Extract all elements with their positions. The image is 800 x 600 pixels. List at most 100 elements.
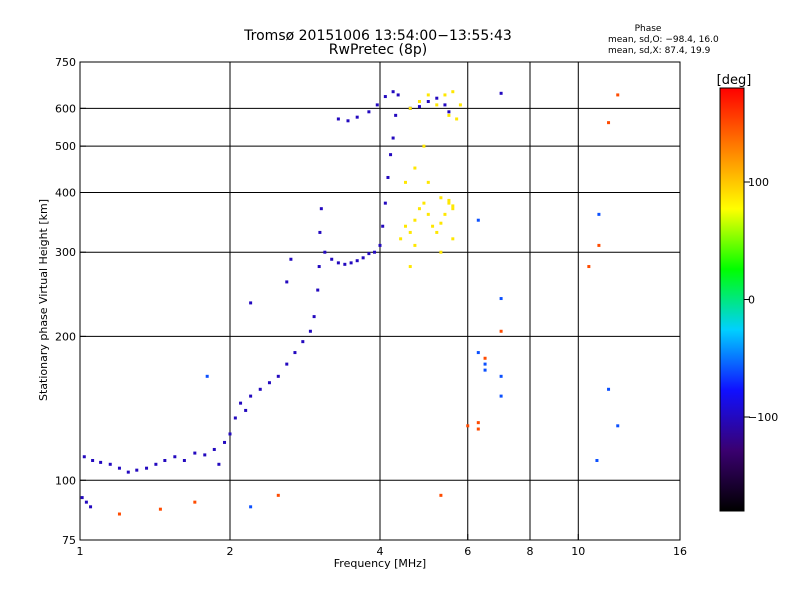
data-point-X xyxy=(422,144,426,148)
data-point-X xyxy=(413,166,417,170)
data-point-sparse xyxy=(205,374,209,378)
colorbar-label: [deg] xyxy=(717,73,752,88)
x-tick-label: 10 xyxy=(571,545,585,558)
data-point-O xyxy=(163,458,167,462)
y-tick-label: 500 xyxy=(55,140,76,153)
data-point-O xyxy=(316,288,320,292)
data-point-other xyxy=(276,493,280,497)
data-point-O xyxy=(336,261,340,265)
data-point-X xyxy=(451,204,455,208)
data-point-sparse xyxy=(499,394,503,398)
data-point-O xyxy=(82,455,86,459)
data-point-O xyxy=(135,468,139,472)
data-point-sparse xyxy=(616,424,620,428)
data-point-X xyxy=(417,207,421,211)
data-point-O xyxy=(383,95,387,99)
colorbar-tick-label: 100 xyxy=(748,176,769,189)
data-point-O xyxy=(499,91,503,95)
data-point-O xyxy=(308,329,312,333)
chart-title-line1: Tromsø 20151006 13:54:00−13:55:43 xyxy=(243,28,512,44)
data-point-other xyxy=(587,265,591,269)
data-point-O xyxy=(343,262,347,266)
data-point-O xyxy=(80,496,84,500)
data-point-X xyxy=(458,103,462,107)
data-point-O xyxy=(355,115,359,119)
data-point-sparse xyxy=(249,505,253,509)
data-point-sparse xyxy=(499,297,503,301)
data-point-O xyxy=(289,257,293,261)
data-point-O xyxy=(378,243,382,247)
data-point-O xyxy=(276,374,280,378)
data-point-O xyxy=(367,110,371,114)
x-tick-label: 16 xyxy=(673,545,687,558)
data-point-O xyxy=(443,103,447,107)
data-point-O xyxy=(154,462,158,466)
data-point-X xyxy=(426,180,430,184)
x-tick-label: 4 xyxy=(377,545,384,558)
data-point-other xyxy=(597,243,601,247)
data-point-X xyxy=(408,106,412,110)
data-point-O xyxy=(249,301,253,305)
data-point-X xyxy=(399,237,403,241)
data-point-other xyxy=(466,424,470,428)
data-point-O xyxy=(361,256,365,260)
data-point-X xyxy=(426,212,430,216)
data-point-other xyxy=(499,329,503,333)
data-point-O xyxy=(91,458,95,462)
data-point-X xyxy=(443,93,447,97)
data-point-X xyxy=(431,224,435,228)
y-axis: 75 100 200 300 400 500 600 750 xyxy=(55,56,86,547)
data-point-other xyxy=(476,427,480,431)
data-point-sparse xyxy=(483,362,487,366)
data-point-other xyxy=(483,356,487,360)
data-point-X xyxy=(451,237,455,241)
data-point-O xyxy=(301,340,305,344)
data-point-X xyxy=(403,224,407,228)
data-point-O xyxy=(381,224,385,228)
data-point-X xyxy=(447,201,451,205)
data-point-other xyxy=(476,421,480,425)
data-point-O xyxy=(217,462,221,466)
data-point-O xyxy=(318,230,322,234)
x-tick-label: 6 xyxy=(464,545,471,558)
phase-stats-x: mean, sd,X: 87.4, 19.9 xyxy=(608,46,711,56)
data-point-O xyxy=(426,100,430,104)
colorbar-tick-label: −100 xyxy=(748,411,778,424)
data-point-O xyxy=(258,387,262,391)
data-point-O xyxy=(223,440,227,444)
data-point-X xyxy=(439,250,443,254)
data-point-O xyxy=(173,455,177,459)
data-point-O xyxy=(84,500,88,504)
data-point-O xyxy=(355,259,359,263)
y-tick-label: 75 xyxy=(62,534,76,547)
y-tick-label: 400 xyxy=(55,186,76,199)
data-point-X xyxy=(413,218,417,222)
colorbar-tick-label: 0 xyxy=(748,294,755,307)
data-point-sparse xyxy=(595,458,599,462)
data-point-X xyxy=(403,180,407,184)
data-point-O xyxy=(312,315,316,319)
data-point-O xyxy=(375,103,379,107)
data-point-O xyxy=(117,466,121,470)
data-point-O xyxy=(228,432,232,436)
data-point-O xyxy=(267,381,271,385)
data-point-O xyxy=(293,351,297,355)
data-point-O xyxy=(249,394,253,398)
data-point-O xyxy=(330,257,334,261)
data-point-O xyxy=(391,90,395,94)
data-point-O xyxy=(285,362,289,366)
data-point-O xyxy=(323,250,327,254)
data-point-other xyxy=(158,507,162,511)
phase-stats-o: mean, sd,O: −98.4, 16.0 xyxy=(608,35,719,45)
data-point-X xyxy=(408,265,412,269)
data-point-X xyxy=(451,207,455,211)
data-point-other xyxy=(439,493,443,497)
data-point-O xyxy=(145,466,149,470)
data-point-X xyxy=(435,230,439,234)
data-point-O xyxy=(373,250,377,254)
data-point-O xyxy=(203,453,207,457)
data-point-X xyxy=(426,93,430,97)
data-point-other xyxy=(193,500,197,504)
data-point-O xyxy=(108,462,112,466)
